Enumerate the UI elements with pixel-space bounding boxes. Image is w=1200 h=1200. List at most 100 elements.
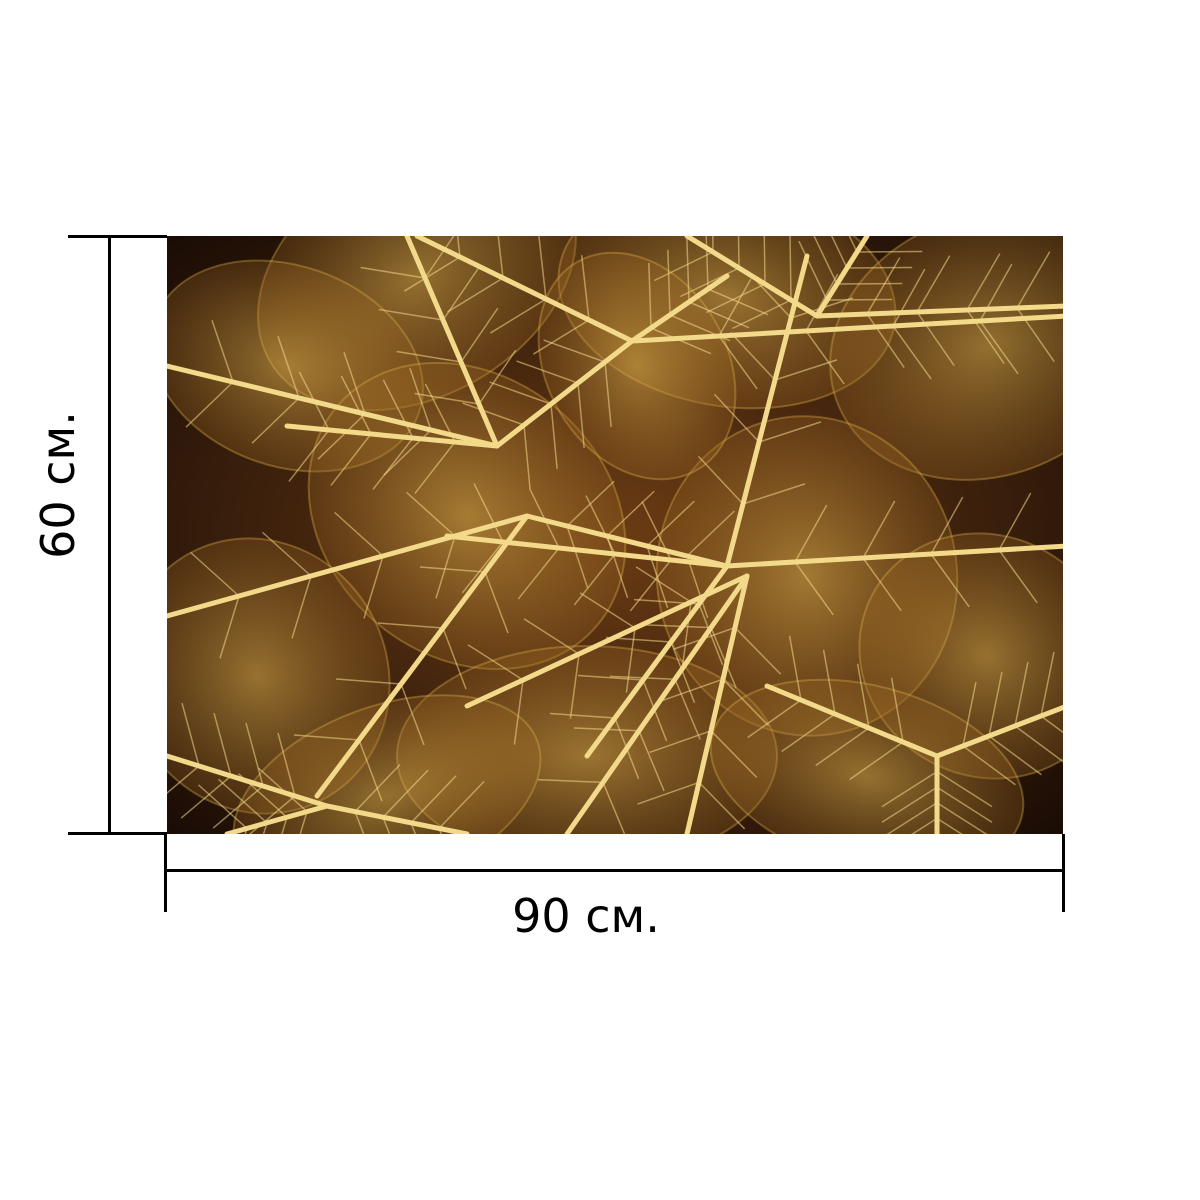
leaf-secondary-vein (400, 683, 425, 746)
leaf-shape (829, 236, 1063, 481)
leaf-secondary-vein (698, 603, 724, 666)
leaf-secondary-vein (805, 330, 845, 385)
leaf-secondary-vein (550, 403, 558, 469)
leaf-secondary-vein (419, 566, 486, 573)
leaf-secondary-vein (317, 413, 366, 460)
leaf-secondary-vein (461, 541, 504, 594)
leaf-secondary-vein (298, 371, 330, 431)
leaf-secondary-vein (517, 547, 560, 600)
leaf-secondary-vein (299, 811, 308, 834)
leaf-secondary-vein (360, 266, 426, 279)
leaf-secondary-vein (377, 622, 444, 629)
leaf-secondary-vein (197, 784, 248, 829)
leaf-secondary-vein (438, 780, 485, 829)
leaf-secondary-vein (673, 626, 736, 650)
leaf-secondary-vein (404, 256, 461, 292)
leaf-secondary-vein (217, 778, 268, 824)
width-right-tick (1062, 834, 1065, 912)
width-left-tick (164, 834, 167, 912)
leaf-secondary-vein (710, 730, 758, 778)
leaf-secondary-vein (646, 545, 669, 609)
leaf-secondary-vein (523, 424, 531, 490)
product-image (167, 236, 1063, 834)
leaf-secondary-vein (892, 325, 932, 380)
leaf-secondary-vein (654, 251, 714, 282)
leaf-vein (629, 313, 1063, 344)
leaf-secondary-vein (856, 663, 870, 729)
leaf-secondary-vein (277, 732, 296, 797)
leaf-secondary-vein (646, 500, 695, 547)
vein-layer (167, 236, 1063, 834)
leaf-vein (934, 704, 1063, 759)
leaf-secondary-vein (549, 712, 616, 719)
leaf-secondary-vein (185, 381, 234, 428)
leaf-secondary-vein (335, 678, 402, 685)
leaf-secondary-vein (409, 368, 432, 431)
leaf-secondary-vein (637, 781, 700, 805)
leaf-secondary-vein (916, 311, 955, 366)
leaf-secondary-vein (966, 253, 1001, 311)
leaf-secondary-vein (442, 627, 467, 690)
leaf-secondary-vein (396, 350, 462, 363)
leaf-secondary-vein (686, 236, 690, 303)
leaf-secondary-vein (609, 675, 676, 680)
leaf-secondary-vein (988, 735, 1042, 776)
leaf-secondary-vein (543, 339, 606, 363)
leaf-secondary-vein (569, 653, 580, 719)
leaf-vein (814, 236, 870, 319)
leaf-secondary-vein (462, 402, 525, 426)
leaf-secondary-vein (354, 764, 401, 813)
leaf-vein (167, 363, 500, 449)
leaf-secondary-vein (966, 309, 1005, 364)
leaf-secondary-vein (245, 722, 264, 787)
leaf-secondary-vein (213, 712, 232, 777)
leaf-secondary-vein (219, 595, 240, 659)
leaf-secondary-vein (580, 255, 590, 321)
leaf-secondary-vein (382, 816, 391, 834)
leaf-secondary-vein (890, 677, 904, 743)
leaf-secondary-vein (936, 817, 963, 834)
leaf-vein (464, 573, 750, 709)
leaf-secondary-vein (706, 283, 766, 314)
leaf-secondary-vein (712, 236, 714, 253)
leaf-secondary-vein (813, 236, 838, 285)
leaf-secondary-vein (424, 383, 456, 443)
leaf-secondary-vein (1016, 251, 1051, 309)
leaf-secondary-vein (645, 624, 712, 629)
leaf-vein (284, 423, 500, 449)
leaf-secondary-vein (826, 298, 893, 301)
leaf-secondary-vein (815, 727, 870, 767)
leaf-secondary-vein (606, 535, 629, 599)
leaf-secondary-vein (848, 236, 858, 253)
leaf-secondary-vein (979, 320, 1019, 375)
leaf-secondary-vein (892, 268, 926, 327)
height-top-tick (68, 235, 167, 238)
leaf-secondary-vein (251, 397, 300, 444)
leaf-vein (494, 338, 635, 449)
leaf-secondary-vein (916, 255, 951, 313)
leaf-secondary-vein (372, 437, 414, 490)
leaf-secondary-vein (406, 491, 456, 537)
leaf-secondary-vein (648, 262, 652, 329)
height-dimension-line (108, 236, 111, 834)
leaf-vein (724, 543, 1063, 569)
leaf-secondary-vein (936, 802, 988, 834)
leaf-secondary-vein (881, 786, 938, 823)
leaf-secondary-vein (625, 627, 636, 693)
leaf-secondary-vein (686, 510, 735, 557)
leaf-secondary-vein (649, 730, 712, 754)
leaf-secondary-vein (293, 734, 360, 741)
leaf-vein (404, 236, 500, 449)
leaf-secondary-vein (340, 375, 372, 435)
leaf-vein (444, 533, 730, 569)
leaf-secondary-vein (604, 361, 612, 427)
leaf-secondary-vein (805, 273, 839, 332)
leaf-secondary-vein (181, 702, 200, 767)
leaf-secondary-vein (936, 770, 993, 808)
leaf-secondary-vein (732, 299, 792, 330)
leaf-secondary-vein (533, 319, 590, 355)
leaf-secondary-vein (846, 266, 913, 269)
leaf-secondary-vein (686, 555, 709, 619)
leaf-secondary-vein (886, 802, 938, 834)
leaf-secondary-vein (697, 455, 744, 505)
